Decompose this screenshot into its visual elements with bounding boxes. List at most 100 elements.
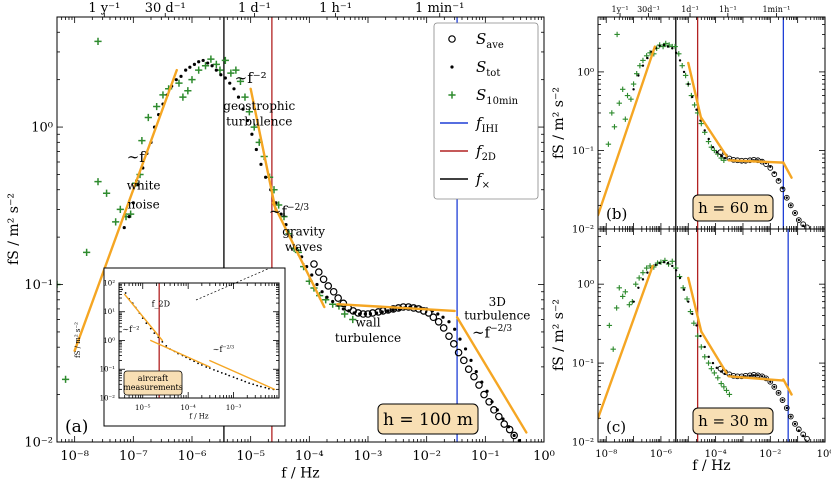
data-point (781, 398, 784, 402)
data-point (153, 332, 156, 335)
data-point (792, 210, 798, 216)
data-point (679, 62, 685, 69)
x-tick-label: 10⁻⁶ (178, 449, 207, 464)
data-point (228, 374, 231, 377)
fit-line (249, 87, 278, 213)
fit-line (727, 159, 785, 164)
chart-panel-b: 10⁻² 10⁻¹ 10⁰ 1y⁻¹ 30d⁻¹ 1d⁻¹ 1h⁻¹ 1min⁻¹ fS / m… (551, 5, 826, 236)
legend-label: Save (476, 30, 504, 51)
data-point (698, 344, 705, 350)
data-point (622, 116, 629, 122)
data-point (783, 194, 790, 201)
data-point (669, 258, 675, 264)
inset-background (103, 267, 286, 427)
panel-label: (a) (65, 417, 88, 437)
data-point (153, 102, 161, 111)
fit-line (598, 45, 657, 217)
annotation: ∼f−2/3 (472, 324, 512, 342)
data-point (671, 47, 674, 50)
data-point (485, 398, 493, 406)
data-point (691, 312, 694, 316)
y-axis-label: fS / m² s⁻² (6, 193, 22, 265)
data-point (779, 397, 786, 403)
data-point (769, 165, 772, 168)
data-point (449, 340, 458, 348)
data-point (314, 268, 323, 276)
data-point (250, 123, 258, 131)
data-point (614, 31, 620, 38)
data-point (789, 204, 792, 207)
data-point (721, 384, 727, 390)
x-tick-label: 10⁻³ (226, 404, 242, 412)
data-point (469, 358, 473, 362)
annotation: waves (285, 240, 322, 254)
data-point (674, 51, 678, 55)
data-point (616, 100, 622, 106)
data-point (264, 175, 268, 179)
data-point (611, 124, 618, 130)
y-tick-label: 10⁰ (31, 121, 53, 136)
y-tick-label: 10⁻¹ (572, 359, 594, 370)
x-tick-label: 10⁻⁴ (705, 449, 727, 460)
data-point (785, 196, 788, 199)
aircraft-box-text: aircraft (138, 374, 169, 383)
data-point (633, 70, 640, 77)
data-point (329, 287, 338, 296)
data-point (684, 296, 690, 302)
height-label: h = 60 m (692, 194, 774, 222)
series-S10min (605, 31, 727, 163)
y-axis-label: fS / m² s⁻² (551, 299, 567, 371)
fit-line (123, 293, 164, 342)
data-point (174, 78, 178, 82)
data-point (245, 108, 253, 116)
data-point (250, 132, 254, 136)
legend-frame (433, 22, 539, 200)
data-point (192, 62, 197, 67)
height-label-text: h = 60 m (698, 199, 768, 217)
y-tick-label: 10⁰ (103, 337, 115, 345)
data-point (179, 74, 183, 78)
data-point (232, 87, 236, 91)
data-point (643, 265, 650, 271)
annotation: ∼f⁻² (235, 69, 267, 87)
data-point (636, 275, 642, 281)
data-point (161, 340, 164, 343)
data-point (715, 375, 721, 381)
legend-label: Stot (476, 58, 500, 79)
data-point (480, 390, 488, 399)
data-point (797, 218, 800, 222)
data-point (708, 365, 715, 372)
data-point (349, 307, 358, 315)
data-point (781, 187, 784, 190)
data-point (682, 70, 686, 74)
data-point (210, 64, 214, 68)
x-tick-label: 10⁻⁶ (650, 449, 672, 460)
top-tick-label: 1h⁻¹ (719, 5, 737, 14)
data-point (510, 431, 518, 440)
aircraft-box-text: measurements (123, 383, 183, 392)
data-point (771, 171, 778, 177)
y-tick-label: 10⁻¹ (572, 146, 594, 157)
panel-label: (c) (606, 418, 626, 436)
legend-label: fIHI (475, 114, 498, 135)
data-point (259, 162, 263, 166)
data-point (633, 281, 639, 287)
data-point (429, 313, 438, 322)
data-point (264, 386, 267, 389)
x-tick-label: 10⁻⁴ (295, 449, 324, 464)
data-point (800, 431, 807, 438)
data-point (436, 312, 440, 316)
data-point (637, 62, 643, 69)
data-point (236, 95, 241, 99)
top-tick-label: 1y⁻¹ (612, 5, 629, 14)
data-point (458, 337, 462, 341)
data-point (386, 309, 390, 313)
data-point (275, 201, 283, 209)
data-point (116, 205, 124, 214)
data-point (711, 146, 715, 149)
fit-line (150, 339, 211, 368)
plot-area (598, 229, 810, 442)
x-tick-label: 10⁻² (759, 449, 781, 460)
data-point (136, 183, 140, 187)
annotation: turbulence (464, 308, 530, 322)
